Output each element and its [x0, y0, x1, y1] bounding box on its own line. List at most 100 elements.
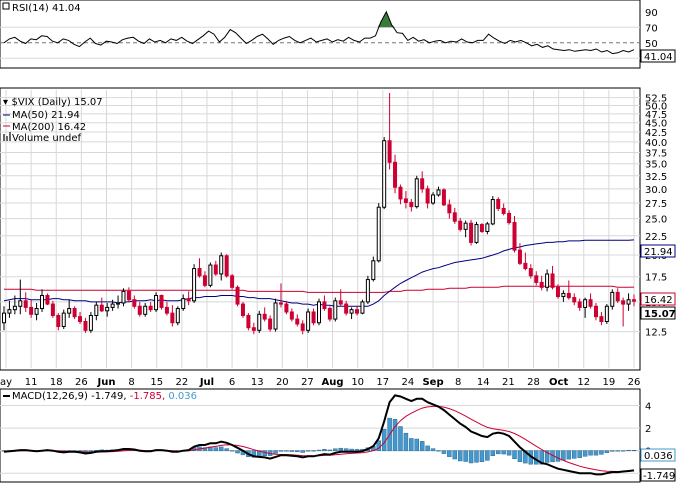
candle	[230, 273, 235, 290]
x-tick-label: 11	[25, 377, 38, 388]
candle-body	[300, 323, 305, 331]
candle	[452, 207, 457, 224]
macd-histogram-bar	[88, 450, 94, 452]
candle	[88, 311, 93, 333]
candle-body	[132, 299, 137, 307]
candle	[615, 288, 620, 303]
macd-histogram-bar	[213, 447, 219, 451]
x-tick-label: 12	[577, 377, 590, 388]
macd-histogram-bar	[441, 450, 447, 454]
macd-hist-label: 0.036	[644, 451, 673, 462]
candle-body	[121, 290, 126, 304]
candle-body	[257, 313, 262, 331]
x-tick-label: 19	[603, 377, 616, 388]
candle-body	[593, 305, 598, 318]
macd-histogram-bar	[631, 450, 637, 452]
macd-histogram-bar	[539, 450, 544, 465]
x-tick-label: 17	[376, 377, 389, 388]
candle	[148, 301, 153, 312]
candle-body	[197, 268, 202, 277]
candle	[604, 304, 609, 324]
price-tick-label: 42.5	[645, 128, 667, 139]
candle	[431, 192, 436, 205]
candle-body	[436, 189, 441, 196]
rsi-last-label: 41.04	[644, 52, 673, 63]
rsi-last-label-bg	[640, 49, 676, 63]
x-tick-label: 22	[175, 377, 188, 388]
macd-histogram-bar	[235, 450, 240, 454]
rsi-line	[3, 10, 635, 55]
candle	[501, 203, 506, 216]
x-tick-label: 8	[455, 377, 461, 388]
candle-body	[550, 273, 555, 288]
candle-body	[251, 327, 256, 331]
candle	[555, 284, 560, 299]
macd-histogram-bar	[289, 450, 295, 452]
candle-body	[382, 140, 387, 208]
price-tick-label: 30.0	[645, 185, 667, 196]
candle	[485, 221, 490, 235]
candle	[105, 302, 110, 317]
candle	[349, 307, 354, 320]
macd-histogram-bar	[506, 450, 512, 456]
candle	[34, 302, 39, 321]
candle	[322, 295, 327, 311]
macd-histogram-bar	[615, 450, 620, 452]
candle-body	[159, 294, 164, 308]
candle	[463, 220, 468, 238]
macd-value-box	[640, 468, 676, 482]
candle	[224, 254, 229, 278]
candle-body	[512, 222, 517, 251]
macd-histogram-bar	[333, 448, 338, 451]
price-legend-title-text: $VIX (Daily) 15.07	[12, 97, 103, 108]
candle	[360, 299, 365, 315]
price-right-labels: 21.94 16.42 15.07	[640, 244, 676, 320]
candle-body	[50, 303, 55, 316]
price-legend-title: ▾ $VIX (Daily) 15.07	[3, 97, 103, 108]
candle-body	[61, 312, 66, 327]
candle	[273, 298, 278, 332]
price-panel: 12.515.017.520.022.525.027.530.032.535.0…	[0, 87, 676, 388]
x-tick-label: 24	[402, 377, 415, 388]
candle-body	[338, 300, 343, 305]
macd-histogram-bar	[419, 441, 425, 451]
candle-body	[414, 178, 419, 208]
x-tick-label: 6	[229, 377, 235, 388]
macd-hist-box	[640, 448, 676, 462]
macd-histogram-bar	[398, 426, 403, 451]
last-price-label: 15.07	[644, 309, 676, 320]
candle	[436, 186, 441, 197]
candle-body	[34, 308, 39, 315]
candle-body	[45, 294, 50, 305]
candle-body	[224, 255, 229, 277]
candle-body	[126, 290, 131, 301]
price-legend-icon: ▾	[3, 97, 12, 108]
macd-histogram-bar	[501, 450, 506, 455]
macd-histogram-bar	[479, 450, 485, 462]
candle	[566, 280, 571, 300]
candle-body	[566, 292, 571, 299]
candle	[143, 302, 148, 317]
macd-histogram-bar	[218, 446, 224, 451]
macd-histogram-bar	[311, 450, 316, 452]
candle-body	[360, 301, 365, 314]
ma50-legend-label: MA(50) 21.94	[12, 110, 80, 121]
volume-bar	[3, 134, 5, 141]
macd-histogram-bar	[436, 450, 441, 452]
macd-histogram-bar	[588, 450, 593, 456]
candle-body	[545, 273, 550, 288]
candle-body	[208, 264, 213, 286]
candle-body	[403, 198, 408, 203]
x-tick-label: Aug	[322, 377, 344, 388]
macd-histogram-bar	[300, 450, 305, 453]
price-tick-label: 45.0	[645, 119, 667, 130]
candle	[7, 300, 12, 318]
candle-body	[479, 224, 484, 232]
x-tick-label: Jun	[96, 377, 115, 388]
candle	[40, 289, 45, 312]
candle	[154, 292, 159, 312]
candle-body	[355, 309, 360, 314]
candle-body	[588, 299, 593, 307]
x-tick-label: 10	[351, 377, 364, 388]
